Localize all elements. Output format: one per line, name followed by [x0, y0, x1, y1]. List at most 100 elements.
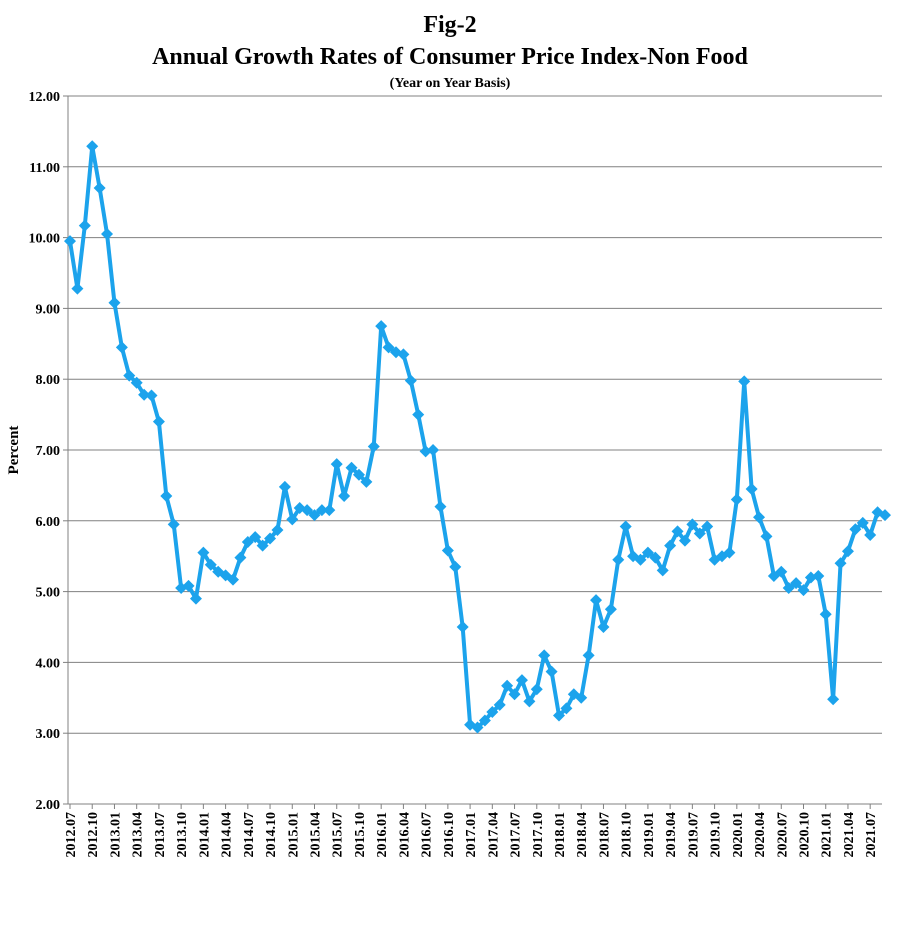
data-point [493, 698, 506, 711]
y-axis-ticks: 2.00 3.00 4.00 5.00 6.00 7.00 8.00 9.00 10.00 11.… [29, 90, 68, 813]
data-point [375, 320, 388, 333]
x-tick-label: 2018.07 [597, 812, 612, 858]
data-point [449, 560, 462, 573]
x-tick-label: 2020.10 [798, 812, 813, 858]
y-tick-label: 3.00 [36, 727, 61, 742]
y-tick-label: 7.00 [36, 444, 61, 459]
x-tick-label: 2021.01 [820, 812, 835, 858]
x-tick-label: 2019.01 [642, 812, 657, 858]
data-point [745, 482, 758, 495]
data-point [249, 531, 262, 544]
data-point [849, 523, 862, 536]
data-point [738, 375, 751, 388]
data-point [686, 518, 699, 531]
x-tick-label: 2016.07 [420, 812, 435, 858]
data-point [286, 513, 299, 526]
x-tick-label: 2015.10 [353, 812, 368, 858]
data-point [478, 714, 491, 727]
data-point [575, 691, 588, 704]
data-point [841, 545, 854, 558]
data-point [456, 621, 469, 633]
data-point [301, 504, 314, 517]
x-tick-label: 2019.04 [664, 812, 679, 858]
data-point [160, 490, 173, 503]
data-point [486, 705, 499, 718]
data-point [397, 348, 410, 361]
data-point [101, 228, 114, 241]
data-point [323, 504, 336, 517]
data-point [227, 573, 239, 586]
x-tick-label: 2016.01 [375, 812, 390, 858]
data-point [671, 525, 684, 538]
x-tick-label: 2020.07 [775, 812, 790, 858]
chart-note: (Year on Year Basis) [389, 76, 511, 91]
data-point [649, 551, 662, 564]
x-tick-label: 2017.04 [486, 812, 501, 858]
data-point [367, 440, 380, 453]
data-point [664, 539, 677, 552]
data-point [530, 683, 543, 696]
chart-subtitle: Annual Growth Rates of Consumer Price In… [152, 44, 748, 70]
x-axis-ticks: 2012.07 2012.10 2013.01 2013.04 2013.07 2013.… [64, 804, 879, 858]
x-tick-label: 2017.01 [464, 812, 479, 858]
data-point [723, 546, 736, 559]
data-point [145, 389, 158, 402]
x-tick-label: 2013.04 [131, 812, 146, 858]
data-point [123, 369, 136, 382]
data-point [515, 674, 528, 687]
y-tick-label: 2.00 [36, 798, 61, 813]
data-point [352, 468, 365, 481]
data-point [656, 564, 669, 577]
data-point [93, 182, 106, 195]
y-tick-label: 11.00 [29, 161, 60, 176]
data-point [152, 415, 165, 428]
x-tick-label: 2016.04 [397, 812, 412, 858]
series-markers [64, 140, 891, 734]
data-point [641, 546, 654, 559]
data-point [427, 444, 440, 456]
data-point [130, 376, 143, 389]
x-tick-label: 2017.07 [509, 812, 524, 858]
data-point [538, 649, 551, 662]
data-point [256, 539, 269, 552]
data-point [278, 480, 291, 493]
data-point [604, 603, 617, 616]
data-point [64, 235, 76, 248]
data-point [560, 702, 573, 715]
data-point [293, 502, 306, 515]
data-point [434, 500, 447, 513]
x-tick-label: 2020.01 [731, 812, 746, 858]
data-point [241, 536, 254, 549]
data-point [308, 509, 321, 522]
x-tick-label: 2013.01 [108, 812, 123, 858]
x-tick-label: 2014.10 [264, 812, 279, 858]
data-point [167, 518, 180, 531]
grid-lines [68, 95, 882, 734]
data-point [753, 511, 766, 524]
data-point [441, 544, 454, 557]
x-tick-label: 2021.04 [842, 812, 857, 858]
data-point [701, 520, 714, 533]
x-tick-label: 2015.07 [331, 812, 346, 858]
x-tick-label: 2015.04 [309, 812, 324, 858]
data-point [78, 219, 91, 232]
x-tick-label: 2019.10 [709, 812, 724, 858]
data-point [197, 546, 210, 559]
data-point [138, 388, 151, 401]
data-point [879, 509, 891, 522]
data-point [264, 532, 277, 545]
x-tick-label: 2020.04 [753, 812, 768, 858]
y-axis-label: Percent [6, 426, 22, 475]
x-tick-label: 2013.07 [153, 812, 168, 858]
y-tick-label: 10.00 [29, 232, 61, 247]
data-point [812, 570, 825, 583]
data-point [553, 709, 565, 722]
data-point [819, 608, 832, 621]
data-point [315, 504, 328, 517]
data-point [71, 282, 84, 295]
x-tick-label: 2014.07 [242, 812, 257, 858]
data-point [523, 695, 536, 708]
x-tick-label: 2012.07 [64, 812, 79, 858]
data-point [590, 594, 603, 607]
data-point [864, 528, 877, 541]
